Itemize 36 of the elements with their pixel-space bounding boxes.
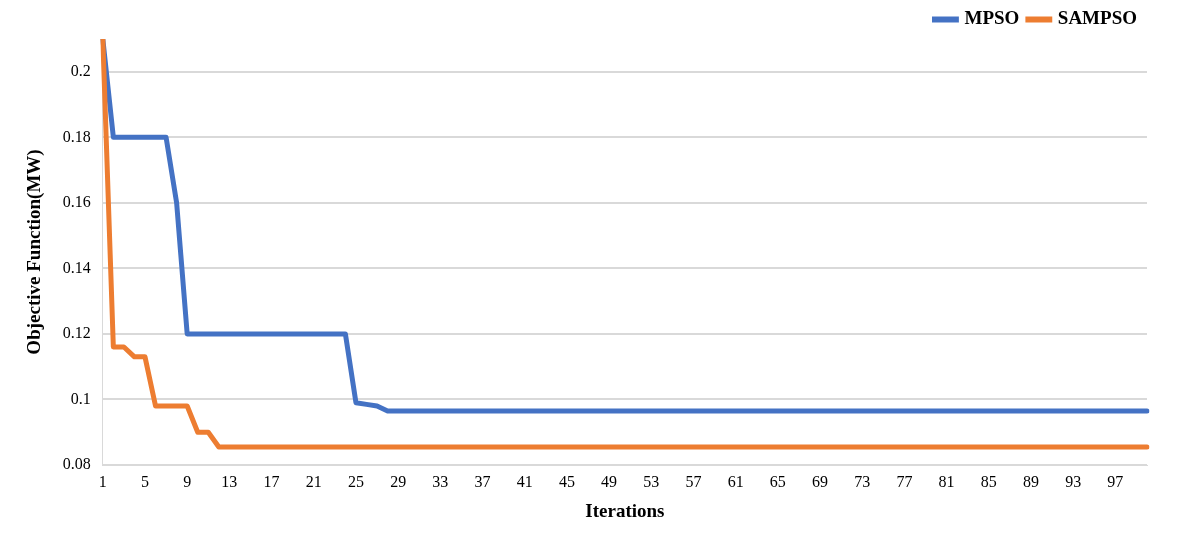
x-tick-label: 1 [98, 472, 107, 490]
x-axis-title: Iterations [585, 499, 665, 521]
x-tick-label: 97 [1107, 472, 1124, 490]
x-tick-label: 13 [221, 472, 238, 490]
legend-label: SAMPSO [1057, 7, 1138, 29]
legend-label: MPSO [964, 7, 1020, 29]
x-tick-label: 37 [474, 472, 491, 490]
x-tick-label: 29 [390, 472, 407, 490]
x-tick-label: 69 [812, 472, 829, 490]
x-tick-label: 49 [601, 472, 618, 490]
x-tick-label: 65 [769, 472, 786, 490]
y-tick-label: 0.18 [62, 127, 91, 145]
x-tick-label: 5 [140, 472, 149, 490]
x-tick-label: 57 [685, 472, 702, 490]
x-tick-label: 41 [516, 472, 533, 490]
y-axis-title: Objective Function(MW) [23, 149, 46, 355]
x-tick-label: 45 [558, 472, 575, 490]
y-tick-label: 0.12 [62, 324, 91, 342]
x-tick-label: 61 [727, 472, 744, 490]
x-tick-label: 9 [183, 472, 192, 490]
x-tick-label: 93 [1065, 472, 1082, 490]
y-tick-label: 0.2 [70, 61, 91, 79]
x-tick-label: 33 [432, 472, 449, 490]
y-tick-label: 0.1 [70, 389, 91, 407]
x-tick-label: 77 [896, 472, 913, 490]
y-tick-label: 0.08 [62, 455, 91, 473]
x-tick-label: 85 [980, 472, 997, 490]
x-tick-label: 81 [938, 472, 955, 490]
y-tick-label: 0.14 [62, 258, 91, 276]
x-tick-label: 25 [347, 472, 364, 490]
x-tick-label: 17 [263, 472, 280, 490]
x-tick-label: 53 [643, 472, 660, 490]
y-tick-label: 0.16 [62, 193, 91, 211]
x-tick-label: 73 [854, 472, 871, 490]
x-tick-label: 21 [305, 472, 322, 490]
x-tick-label: 89 [1022, 472, 1039, 490]
